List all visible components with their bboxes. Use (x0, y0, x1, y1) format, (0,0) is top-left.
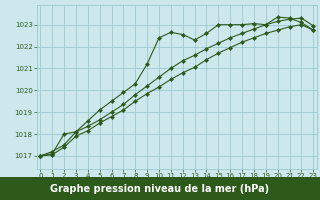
Text: Graphe pression niveau de la mer (hPa): Graphe pression niveau de la mer (hPa) (51, 184, 269, 194)
